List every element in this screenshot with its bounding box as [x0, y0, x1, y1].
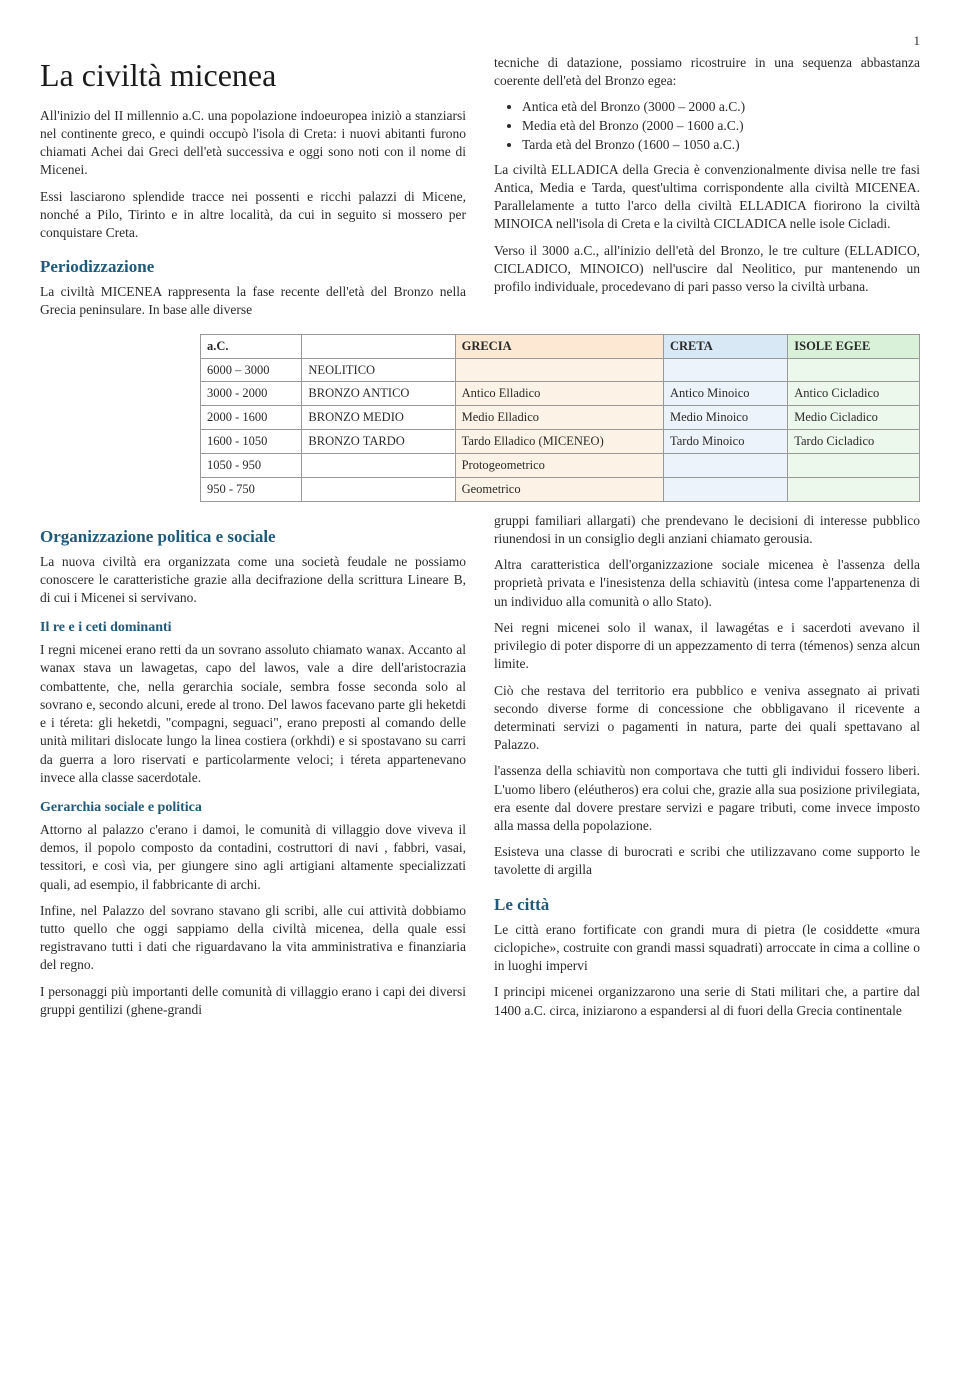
ger-text-1: Attorno al palazzo c'erano i damoi, le c…: [40, 821, 466, 894]
cell: [663, 477, 787, 501]
re-text: I regni micenei erano retti da un sovran…: [40, 641, 466, 787]
ger-text-2: Infine, nel Palazzo del sovrano stavano …: [40, 902, 466, 975]
ger-text-3: I personaggi più importanti delle comuni…: [40, 983, 466, 1019]
cell: [788, 358, 920, 382]
subsection-re: Il re e i ceti dominanti: [40, 619, 466, 638]
cell: [663, 358, 787, 382]
cell: BRONZO TARDO: [302, 430, 455, 454]
org-text: La nuova civiltà era organizzata come un…: [40, 553, 466, 608]
cell: NEOLITICO: [302, 358, 455, 382]
cell: 1050 - 950: [201, 454, 302, 478]
cell: [788, 454, 920, 478]
list-item: Antica età del Bronzo (3000 – 2000 a.C.): [522, 98, 920, 116]
wanax-text: Nei regni micenei solo il wanax, il lawa…: [494, 619, 920, 674]
cell: 950 - 750: [201, 477, 302, 501]
section-citta: Le città: [494, 894, 920, 917]
table-header-row: a.C. GRECIA CRETA ISOLE EGEE: [201, 334, 920, 358]
citta-text-1: Le città erano fortificate con grandi mu…: [494, 921, 920, 976]
cell: Tardo Cicladico: [788, 430, 920, 454]
cell: 6000 – 3000: [201, 358, 302, 382]
schiavitu-text: l'assenza della schiavitù non comportava…: [494, 762, 920, 835]
cell: 3000 - 2000: [201, 382, 302, 406]
cell: [663, 454, 787, 478]
cell: [788, 477, 920, 501]
cell: [302, 477, 455, 501]
subsection-gerarchia: Gerarchia sociale e politica: [40, 799, 466, 818]
cell: 2000 - 1600: [201, 406, 302, 430]
burocrati-text: Esisteva una classe di burocrati e scrib…: [494, 843, 920, 879]
bronze-age-list: Antica età del Bronzo (3000 – 2000 a.C.)…: [494, 98, 920, 155]
intro-paragraph-2: Essi lasciarono splendide tracce nei pos…: [40, 188, 466, 243]
cell: Tardo Elladico (MICENEO): [455, 430, 663, 454]
cell: Antico Elladico: [455, 382, 663, 406]
cell: Antico Cicladico: [788, 382, 920, 406]
th-grecia: GRECIA: [455, 334, 663, 358]
section-organizzazione: Organizzazione politica e sociale: [40, 526, 466, 549]
cell: [455, 358, 663, 382]
page-number: 1: [40, 32, 920, 50]
th-ac: a.C.: [201, 334, 302, 358]
page-title: La civiltà micenea: [40, 54, 466, 97]
cell: BRONZO MEDIO: [302, 406, 455, 430]
table-row: 1050 - 950 Protogeometrico: [201, 454, 920, 478]
table-row: 950 - 750 Geometrico: [201, 477, 920, 501]
right-column-lower: gruppi familiari allargati) che prendeva…: [494, 512, 920, 1028]
chronology-table-wrap: a.C. GRECIA CRETA ISOLE EGEE 6000 – 3000…: [200, 334, 920, 502]
cell: Protogeometrico: [455, 454, 663, 478]
periodizzazione-text: La civiltà MICENEA rappresenta la fase r…: [40, 283, 466, 319]
cell: 1600 - 1050: [201, 430, 302, 454]
cell: Geometrico: [455, 477, 663, 501]
list-item: Tarda età del Bronzo (1600 – 1050 a.C.): [522, 136, 920, 154]
th-empty: [302, 334, 455, 358]
th-isole: ISOLE EGEE: [788, 334, 920, 358]
elladica-text: La civiltà ELLADICA della Grecia è conve…: [494, 161, 920, 234]
table-row: 3000 - 2000 BRONZO ANTICO Antico Elladic…: [201, 382, 920, 406]
cell: Medio Minoico: [663, 406, 787, 430]
upper-columns: La civiltà micenea All'inizio del II mil…: [40, 54, 920, 328]
cell: Medio Cicladico: [788, 406, 920, 430]
cell: Antico Minoico: [663, 382, 787, 406]
cell: [302, 454, 455, 478]
section-periodizzazione: Periodizzazione: [40, 256, 466, 279]
cell: Medio Elladico: [455, 406, 663, 430]
citta-text-2: I principi micenei organizzarono una ser…: [494, 983, 920, 1019]
table-row: 2000 - 1600 BRONZO MEDIO Medio Elladico …: [201, 406, 920, 430]
right-column: tecniche di datazione, possiamo ricostru…: [494, 54, 920, 328]
left-column-lower: Organizzazione politica e sociale La nuo…: [40, 512, 466, 1028]
table-row: 6000 – 3000 NEOLITICO: [201, 358, 920, 382]
cell: Tardo Minoico: [663, 430, 787, 454]
list-item: Media età del Bronzo (2000 – 1600 a.C.): [522, 117, 920, 135]
left-column: La civiltà micenea All'inizio del II mil…: [40, 54, 466, 328]
cell: BRONZO ANTICO: [302, 382, 455, 406]
intro-paragraph-1: All'inizio del II millennio a.C. una pop…: [40, 107, 466, 180]
datazione-text: tecniche di datazione, possiamo ricostru…: [494, 54, 920, 90]
th-creta: CRETA: [663, 334, 787, 358]
chronology-table: a.C. GRECIA CRETA ISOLE EGEE 6000 – 3000…: [200, 334, 920, 502]
gruppi-text: gruppi familiari allargati) che prendeva…: [494, 512, 920, 548]
proprieta-text: Altra caratteristica dell'organizzazione…: [494, 556, 920, 611]
lower-columns: Organizzazione politica e sociale La nuo…: [40, 512, 920, 1028]
culture-text: Verso il 3000 a.C., all'inizio dell'età …: [494, 242, 920, 297]
territorio-text: Ciò che restava del territorio era pubbl…: [494, 682, 920, 755]
table-row: 1600 - 1050 BRONZO TARDO Tardo Elladico …: [201, 430, 920, 454]
